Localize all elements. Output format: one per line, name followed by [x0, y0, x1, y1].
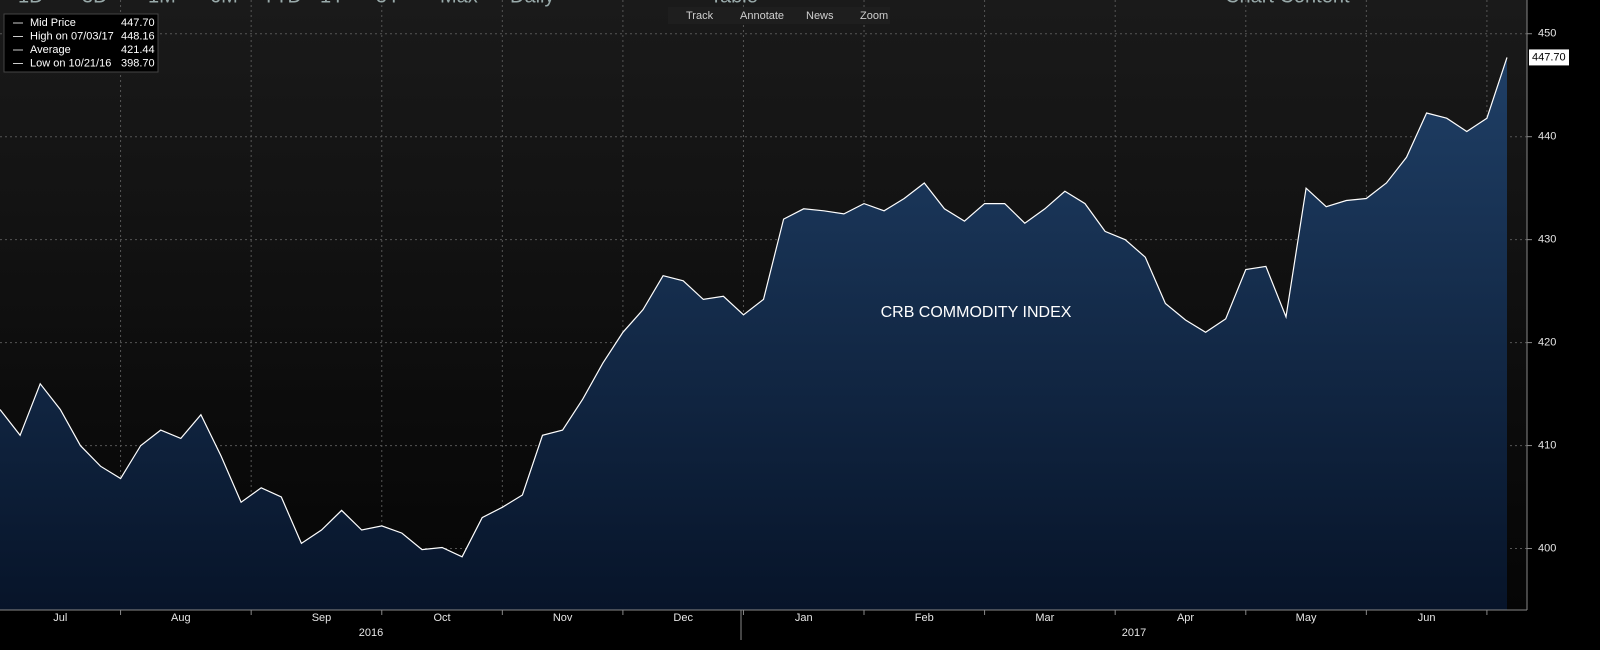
legend-value: 448.16	[121, 30, 155, 42]
year-label: 2017	[1122, 627, 1146, 639]
tool-button[interactable]: News	[806, 10, 834, 22]
y-tick-label: 410	[1538, 439, 1556, 451]
legend: Mid Price 447.70 High on 07/03/17 448.16 Ave…	[3, 13, 159, 73]
period-button[interactable]: 1Y	[320, 0, 344, 7]
legend-value: 398.70	[121, 57, 155, 69]
last-price-tag	[1529, 49, 1569, 66]
period-button[interactable]: Table	[710, 0, 758, 7]
x-tick-label: Aug	[171, 612, 191, 624]
legend-label: Average	[30, 44, 71, 56]
legend-label: Low on 10/21/16	[30, 57, 111, 69]
period-button[interactable]: 1D	[18, 0, 44, 7]
x-tick-label: Oct	[433, 612, 450, 624]
period-button[interactable]: 1M	[148, 0, 176, 7]
y-tick-label: 440	[1538, 131, 1556, 143]
x-tick-label: Dec	[673, 612, 693, 624]
y-tick-label: 430	[1538, 234, 1556, 246]
period-button[interactable]: YTD	[262, 0, 302, 7]
area-layer	[0, 57, 1508, 610]
period-button[interactable]: 6M	[210, 0, 238, 7]
legend-box	[3, 13, 159, 73]
area-fill	[0, 57, 1507, 610]
price-line	[0, 57, 1508, 558]
legend-label: Mid Price	[30, 17, 76, 29]
legend-value: 447.70	[121, 17, 155, 29]
y-tick-label: 400	[1538, 542, 1556, 554]
tool-bar-bg	[668, 7, 890, 24]
x-tick-label: Feb	[915, 612, 934, 624]
last-price-label: 447.70	[1532, 51, 1566, 63]
x-tick-label: Sep	[312, 612, 332, 624]
y-tick-label: 450	[1538, 28, 1556, 40]
axes: 400 410 420 430 440 450 Jul Aug Sep Oct Nov Dec Jan F…	[0, 0, 1569, 640]
toolbar: 1D 3D 1M 6M YTD 1Y 5Y Max Daily Table Chart Conten…	[18, 0, 1350, 24]
x-tick-label: Jan	[795, 612, 813, 624]
year-label: 2016	[359, 627, 383, 639]
y-tick-label: 420	[1538, 337, 1556, 349]
legend-label: High on 07/03/17	[30, 30, 114, 42]
tool-button[interactable]: Track	[686, 10, 714, 22]
annotation: CRB COMMODITY INDEX	[881, 304, 1072, 321]
tool-button[interactable]: Annotate	[740, 10, 784, 22]
x-tick-label: May	[1296, 612, 1317, 624]
period-button[interactable]: 5Y	[376, 0, 400, 7]
period-button[interactable]: Max	[440, 0, 478, 7]
period-button[interactable]: 3D	[82, 0, 108, 7]
x-tick-label: Apr	[1177, 612, 1194, 624]
period-button[interactable]: Chart Content	[1225, 0, 1350, 7]
legend-value: 421.44	[121, 44, 155, 56]
x-tick-label: Jul	[53, 612, 67, 624]
tool-button[interactable]: Zoom	[860, 10, 888, 22]
x-tick-label: Mar	[1035, 612, 1054, 624]
x-tick-label: Jun	[1418, 612, 1436, 624]
x-tick-label: Nov	[553, 612, 573, 624]
period-button[interactable]: Daily	[510, 0, 554, 7]
